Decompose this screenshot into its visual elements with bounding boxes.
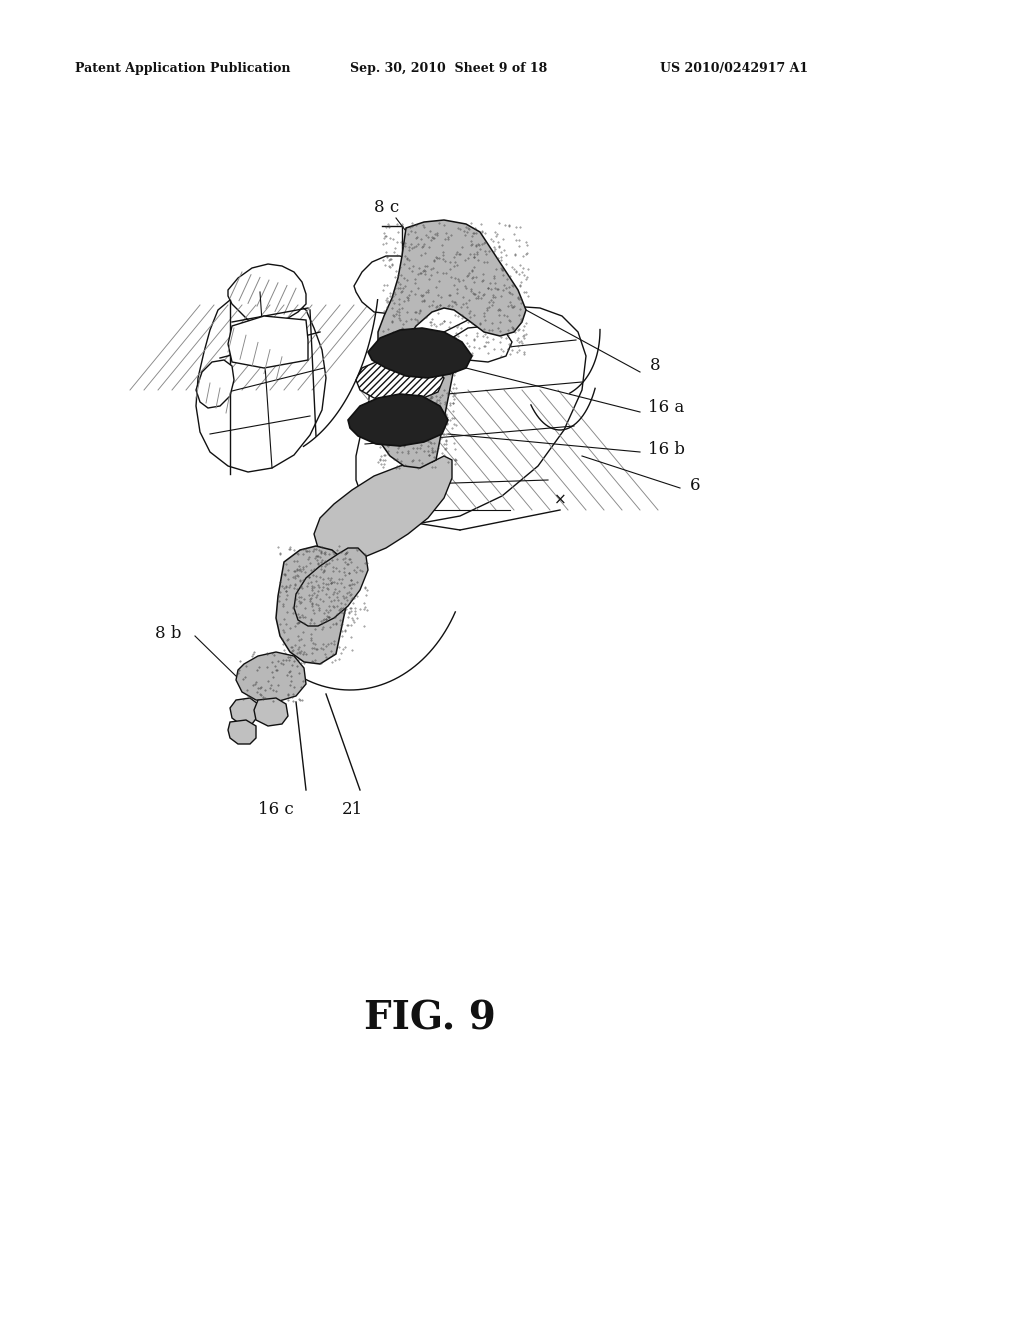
Polygon shape (348, 393, 449, 446)
Text: 21: 21 (342, 801, 364, 818)
Text: ×: × (554, 492, 566, 507)
Polygon shape (228, 315, 308, 368)
Polygon shape (236, 652, 306, 702)
Polygon shape (276, 546, 352, 664)
Polygon shape (196, 360, 234, 408)
Text: 16 b: 16 b (648, 441, 685, 458)
Text: FIG. 9: FIG. 9 (365, 1001, 496, 1038)
Text: 6: 6 (690, 477, 700, 494)
Polygon shape (368, 327, 472, 378)
Polygon shape (354, 256, 428, 314)
Text: 16 a: 16 a (648, 400, 684, 417)
Polygon shape (294, 548, 368, 626)
Text: Sep. 30, 2010  Sheet 9 of 18: Sep. 30, 2010 Sheet 9 of 18 (350, 62, 547, 75)
Polygon shape (254, 698, 288, 726)
Text: US 2010/0242917 A1: US 2010/0242917 A1 (660, 62, 808, 75)
Polygon shape (228, 264, 306, 325)
Text: 8 b: 8 b (155, 626, 181, 643)
Polygon shape (378, 220, 526, 356)
Polygon shape (356, 358, 444, 403)
Polygon shape (449, 326, 512, 362)
Polygon shape (314, 455, 452, 562)
Polygon shape (356, 306, 586, 524)
Polygon shape (230, 698, 258, 723)
Polygon shape (196, 292, 326, 473)
Text: Patent Application Publication: Patent Application Publication (75, 62, 291, 75)
Polygon shape (378, 342, 456, 469)
Text: 8 c: 8 c (374, 199, 399, 216)
Text: 16 c: 16 c (258, 801, 294, 818)
Polygon shape (228, 719, 256, 744)
Text: 8: 8 (650, 358, 660, 375)
